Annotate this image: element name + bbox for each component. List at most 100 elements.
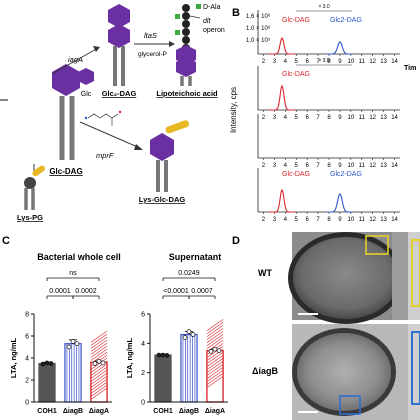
lys-glc-dag-label: Lys-Glc-DAG: [139, 195, 186, 204]
zoom-label-2: × 3.0: [318, 58, 329, 64]
panel-b: B Intensity, cps 1.6 × 10⁶ 1.0 × 10⁶ 1.0…: [229, 4, 416, 223]
arrow-iagA-head: [93, 46, 100, 52]
trace-2-tick-label: 12: [369, 115, 376, 121]
trace-1-peak-1: [268, 37, 296, 55]
trace-1-peak-2: [326, 41, 353, 55]
trace-4-tick-label: 8: [327, 217, 331, 223]
trace-4-tick-label: 10: [348, 217, 355, 223]
zoom-label-1: × 3.0: [318, 4, 329, 10]
trace-4-tick-label: 12: [369, 217, 376, 223]
trace-3-tick-label: 7: [316, 163, 320, 169]
trace-4-tick-label: 4: [284, 217, 288, 223]
data-point: [212, 346, 218, 352]
trace-1-tick-label: 12: [369, 59, 376, 65]
panel-b-ylabel: Intensity, cps: [229, 87, 238, 133]
bar-hatch: [206, 334, 224, 346]
trace-4-tick-label: 2: [262, 217, 266, 223]
trace-3-tick-label: 2: [262, 163, 266, 169]
bar-hatch: [90, 351, 108, 364]
lta-label: Lipoteichoic acid: [156, 89, 218, 98]
trace-2-tick-label: 8: [327, 115, 331, 121]
bar-hatch: [90, 348, 108, 361]
trace-3-tick-label: 13: [380, 163, 387, 169]
glc2-dag-molecule: [108, 4, 130, 86]
panel-c: C Bacterial whole cell LTA, ng/mL 0 2 4 6 8 COH…: [2, 235, 228, 415]
tem-image-wt: [288, 232, 420, 324]
y-tick-label: 6: [25, 334, 29, 341]
p-value-label: 0.0249: [178, 270, 200, 277]
label-iagB: ΔiagB: [252, 366, 278, 376]
trace-4-tick-label: 13: [380, 217, 387, 223]
y-tick-label: 2: [141, 370, 145, 377]
trace-3-tick-label: 3: [273, 163, 277, 169]
data-point: [160, 352, 166, 358]
trace-3-tick-label: 8: [327, 163, 331, 169]
data-point: [100, 360, 106, 366]
trace-1-tick-label: 5: [295, 59, 299, 65]
bar-hatch: [90, 357, 108, 370]
bar-chart-whole-cell: Bacterial whole cell LTA, ng/mL 0 2 4 6 8 COH1 Δ…: [9, 252, 121, 415]
lysine-structure: [87, 113, 119, 126]
x-tick-label: ΔiagA: [205, 408, 225, 415]
bar-hatch: [206, 364, 224, 376]
bar-hatch: [90, 372, 108, 385]
trace-1-tick-label: 14: [391, 59, 398, 65]
trace-4-tick-label: 5: [295, 217, 299, 223]
x-tick-label: ΔiagB: [179, 408, 199, 415]
operon-label: operon: [203, 27, 225, 34]
bar-hatch: [90, 339, 108, 352]
trace-2-tick-label: 11: [359, 115, 366, 121]
trace-4-tick-label: 14: [391, 217, 398, 223]
bar-hatch: [90, 387, 108, 400]
mprF-label: mprF: [96, 151, 114, 160]
trace-4-tick-label: 6: [305, 217, 309, 223]
lysine-n-atom: [84, 116, 88, 120]
data-point: [190, 332, 196, 337]
p-value-label: <0.0001: [163, 288, 189, 295]
trace-2-tick-label: 13: [380, 115, 387, 121]
trace4-glc-label: Glc-DAG: [282, 171, 310, 178]
panel-d-letter: D: [232, 235, 240, 247]
trace1-glc2-label: Glc2-DAG: [330, 17, 362, 24]
trace1-glc-label: Glc-DAG: [282, 17, 310, 24]
x-tick-label: COH1: [153, 408, 173, 415]
y-tick-label: 0: [25, 400, 29, 407]
panel-c-letter: C: [2, 235, 10, 247]
bar-hatch: [90, 345, 108, 358]
x-tick-label: ΔiagA: [89, 408, 109, 415]
data-point: [182, 335, 188, 340]
trace-2-tick-label: 14: [391, 115, 398, 121]
trace-3-tick-label: 4: [284, 163, 288, 169]
bar-hatch: [90, 330, 108, 343]
y-tick-label: 4: [141, 341, 145, 348]
trace2-glc-label: Glc-DAG: [282, 71, 310, 78]
p-value-label: 0.0002: [75, 288, 97, 295]
bar-chart-supernatant: Supernatant LTA, ng/mL 0 2 4 6 COH1 ΔiagB ΔiagA 0…: [125, 252, 228, 415]
bar-hatch: [90, 369, 108, 382]
bar-hatch: [90, 378, 108, 391]
bar-hatch: [90, 342, 108, 355]
bar-hatch: [206, 325, 224, 337]
ltaS-label: ltaS: [144, 31, 157, 40]
data-point: [66, 344, 72, 350]
data-point: [70, 339, 76, 344]
panel-a: Glc-DAG iagA Glc Glc₂-DAG ltaS glycerol-…: [0, 4, 225, 222]
arrow-ltaS-head: [169, 41, 175, 47]
x-tick-label: COH1: [37, 408, 57, 415]
chart-title: Supernatant: [169, 252, 222, 262]
panel-d: D WT ΔiagB: [232, 232, 420, 420]
lys-pg-label: Lys-PG: [17, 213, 43, 222]
bar-hatch: [90, 384, 108, 397]
tem-image-iagB: [292, 324, 420, 420]
y-tick-label: 0: [141, 400, 145, 407]
trace-2-tick-label: 4: [284, 115, 288, 121]
trace-3-tick-label: 14: [391, 163, 398, 169]
bar-1: [38, 362, 56, 403]
arrow-iagA: [51, 47, 99, 75]
data-point: [92, 361, 98, 366]
ytick-top: 1.6 × 10⁶: [246, 13, 271, 20]
trace-1-tick-label: 11: [359, 59, 366, 65]
trace-3-tick-label: 6: [305, 163, 309, 169]
trace-2-tick-label: 2: [262, 115, 266, 121]
